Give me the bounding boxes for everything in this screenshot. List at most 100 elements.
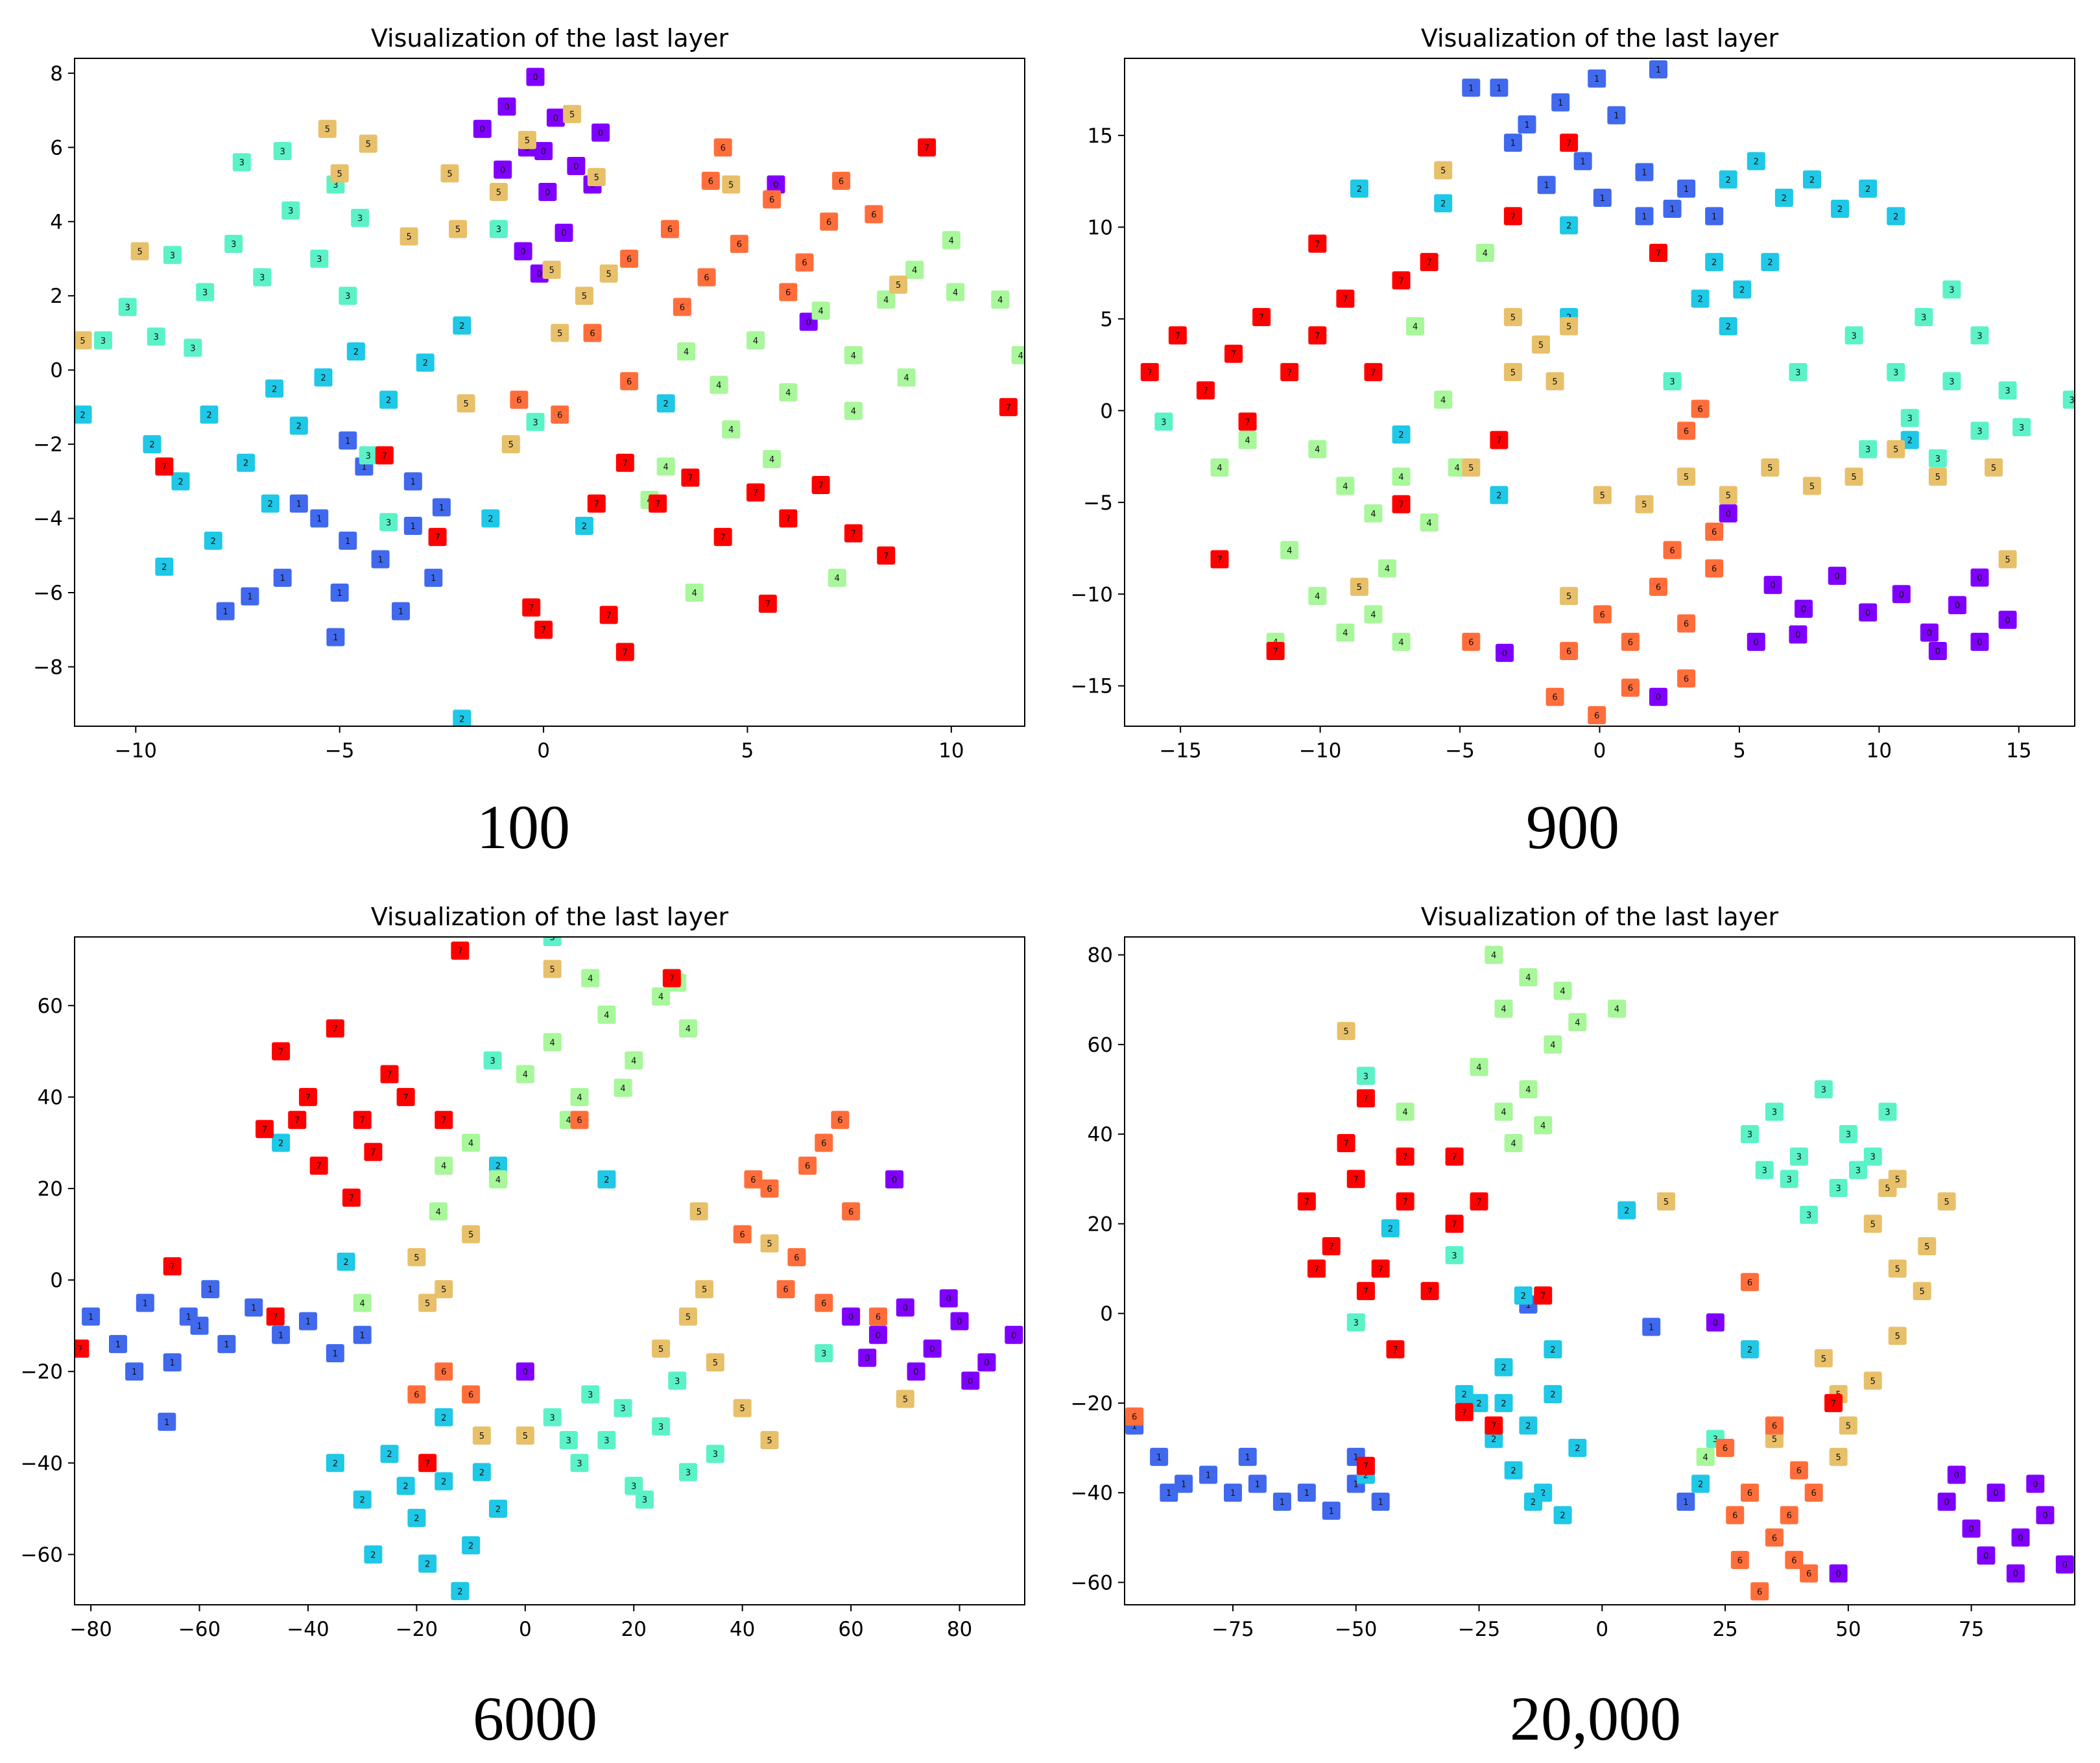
point-digit-label: 7 bbox=[1451, 1220, 1457, 1229]
point-digit-label: 5 bbox=[713, 1358, 718, 1368]
point-marker bbox=[396, 1087, 415, 1106]
scatter-point: 1 bbox=[1635, 163, 1654, 182]
point-digit-label: 1 bbox=[377, 556, 383, 565]
scatter-point: 6 bbox=[462, 1385, 481, 1404]
point-marker bbox=[516, 1065, 534, 1083]
point-marker bbox=[1617, 1201, 1636, 1220]
point-digit-label: 0 bbox=[1935, 647, 1940, 657]
scatter-point: 5 bbox=[400, 227, 418, 246]
point-digit-label: 7 bbox=[1287, 368, 1292, 378]
point-marker bbox=[75, 1339, 89, 1358]
scatter-point: 5 bbox=[489, 183, 508, 201]
point-digit-label: 2 bbox=[1782, 194, 1787, 204]
point-marker bbox=[1350, 179, 1368, 198]
scatter-point: 7 bbox=[1307, 1259, 1326, 1278]
scatter-point: 0 bbox=[546, 108, 565, 127]
scatter-point: 2 bbox=[1733, 280, 1752, 299]
point-digit-label: 2 bbox=[1865, 185, 1870, 195]
point-marker bbox=[201, 1280, 220, 1299]
point-digit-label: 1 bbox=[1712, 212, 1717, 222]
scatter-point: 0 bbox=[1948, 596, 1967, 615]
point-digit-label: 7 bbox=[721, 533, 726, 543]
scatter-point: 1 bbox=[216, 602, 235, 621]
point-marker bbox=[1663, 200, 1682, 219]
point-marker bbox=[462, 1385, 481, 1404]
point-marker bbox=[1656, 1192, 1675, 1211]
scatter-point: 0 bbox=[1789, 625, 1808, 644]
point-digit-label: 2 bbox=[387, 1450, 392, 1460]
scatter-point: 1 bbox=[403, 472, 422, 491]
point-digit-label: 2 bbox=[1754, 157, 1759, 167]
scatter-point: 7 bbox=[1420, 253, 1438, 272]
point-marker bbox=[1150, 1447, 1169, 1466]
point-marker bbox=[1824, 1393, 1843, 1412]
point-marker bbox=[407, 1508, 426, 1527]
point-marker bbox=[453, 316, 471, 335]
point-marker bbox=[375, 446, 394, 465]
scatter-point: 0 bbox=[526, 67, 545, 86]
point-digit-label: 6 bbox=[1747, 1489, 1752, 1498]
point-marker bbox=[1780, 1170, 1798, 1189]
point-marker bbox=[1514, 1286, 1533, 1305]
axes-frame bbox=[74, 58, 1025, 727]
scatter-point: 2 bbox=[1859, 179, 1878, 198]
point-digit-label: 6 bbox=[1656, 583, 1661, 593]
point-marker bbox=[432, 498, 451, 517]
point-marker bbox=[767, 175, 785, 194]
point-digit-label: 4 bbox=[1398, 473, 1403, 482]
point-marker bbox=[1470, 1058, 1488, 1076]
point-marker bbox=[842, 1307, 861, 1326]
point-marker bbox=[591, 123, 610, 142]
scatter-point: 2 bbox=[597, 1170, 616, 1189]
point-digit-label: 6 bbox=[590, 329, 595, 338]
scatter-point: 1 bbox=[1588, 69, 1606, 88]
point-digit-label: 6 bbox=[802, 259, 807, 268]
point-digit-label: 4 bbox=[883, 296, 889, 305]
scatter-point: 0 bbox=[868, 1325, 887, 1344]
point-marker bbox=[1336, 289, 1355, 308]
point-marker bbox=[1573, 152, 1592, 171]
scatter-point: 3 bbox=[570, 1454, 589, 1473]
chart-panel-6000: Visualization of the last layer 0 0 0 0 0 0 0 0 0… bbox=[0, 879, 1050, 1657]
point-marker bbox=[587, 494, 606, 513]
scatter-point: 7 bbox=[163, 1257, 182, 1275]
scatter-point: 4 bbox=[614, 1078, 632, 1097]
point-digit-label: 0 bbox=[957, 1318, 962, 1327]
point-digit-label: 7 bbox=[1315, 240, 1320, 250]
point-digit-label: 2 bbox=[495, 1505, 501, 1515]
scatter-point: 1 bbox=[353, 1325, 372, 1344]
point-marker bbox=[501, 435, 520, 454]
scatter-point: 3 bbox=[273, 142, 292, 161]
point-digit-label: 5 bbox=[523, 1432, 528, 1441]
scatter-point: 5 bbox=[1985, 458, 2003, 477]
point-digit-label: 4 bbox=[566, 1116, 571, 1126]
scatter-point: 1 bbox=[1371, 1493, 1390, 1511]
point-digit-label: 3 bbox=[1846, 1130, 1851, 1140]
point-digit-label: 1 bbox=[296, 500, 302, 510]
point-digit-label: 7 bbox=[1273, 647, 1278, 657]
point-digit-label: 6 bbox=[1747, 1278, 1752, 1288]
scatter-point: 1 bbox=[272, 1325, 291, 1344]
point-marker bbox=[184, 338, 202, 357]
point-digit-label: 2 bbox=[296, 422, 302, 432]
point-digit-label: 2 bbox=[1560, 1511, 1565, 1521]
scatter-point: 3 bbox=[94, 331, 113, 349]
scatter-point: 2 bbox=[379, 390, 398, 409]
scatter-point: 5 bbox=[1337, 1022, 1355, 1041]
scatter-point: 2 bbox=[435, 1472, 453, 1491]
scatter-point: 7 bbox=[418, 1454, 437, 1473]
point-marker bbox=[1238, 431, 1257, 449]
point-marker bbox=[1719, 504, 1737, 523]
point-digit-label: 0 bbox=[1502, 649, 1507, 659]
point-digit-label: 5 bbox=[767, 1240, 772, 1249]
scatter-point: 1 bbox=[1677, 179, 1696, 198]
point-digit-label: 2 bbox=[243, 459, 248, 469]
point-marker bbox=[1406, 317, 1425, 336]
scatter-point: 4 bbox=[844, 346, 863, 364]
point-marker bbox=[620, 372, 639, 390]
point-marker bbox=[1920, 623, 1939, 642]
scatter-point: 3 bbox=[1755, 1161, 1774, 1179]
point-marker bbox=[1503, 134, 1522, 152]
